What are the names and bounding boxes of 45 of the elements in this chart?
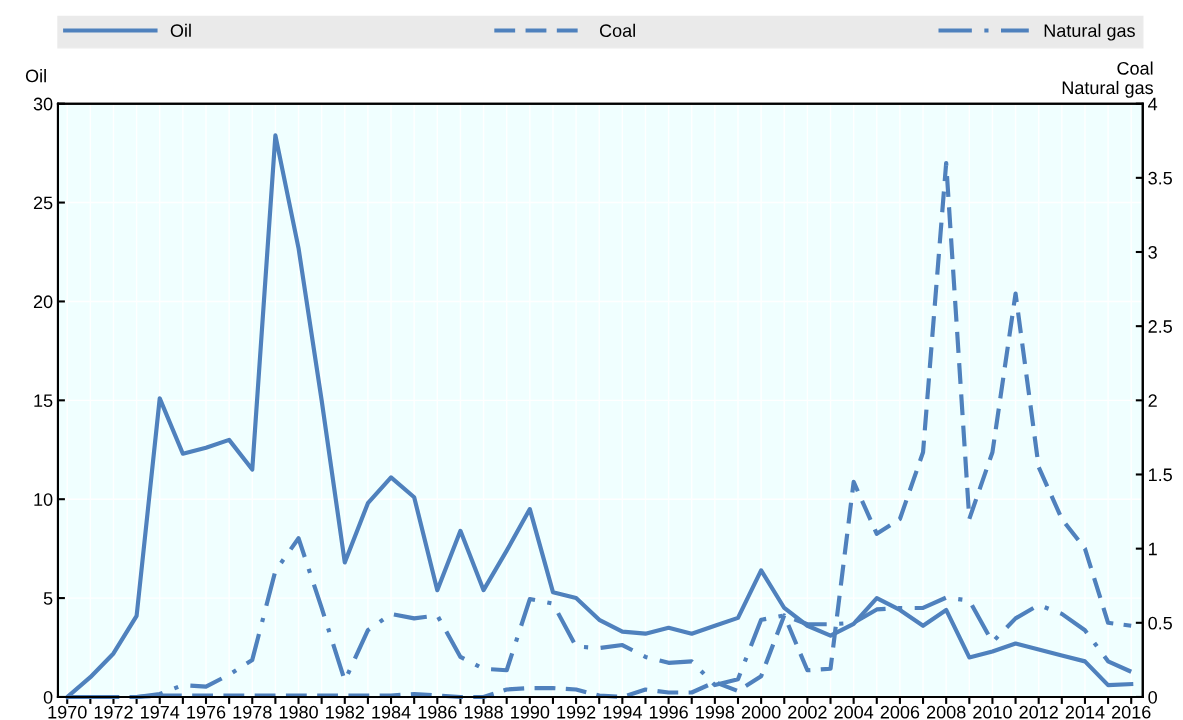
x-tick-label: 2010 <box>973 705 1012 719</box>
x-tick-label: 2002 <box>788 705 827 719</box>
x-tick-label: 1978 <box>233 705 272 719</box>
x-tick-label: 2016 <box>1112 705 1151 719</box>
legend-label: Oil <box>170 23 191 38</box>
x-tick-label: 1984 <box>372 705 411 719</box>
legend-label: Natural gas <box>1044 23 1135 41</box>
y-tick-label: 5 <box>43 592 53 605</box>
y2-tick-label: 4 <box>1148 97 1158 111</box>
y-tick-label: 25 <box>33 196 53 210</box>
x-tick-label: 2008 <box>927 705 966 719</box>
x-tick-label: 1988 <box>464 705 503 719</box>
x-tick-label: 1976 <box>187 705 226 719</box>
y-tick-label: 20 <box>33 295 53 309</box>
x-tick-label: 1986 <box>418 705 457 719</box>
y-tick-label: 10 <box>34 493 53 506</box>
y2-tick-label: 2 <box>1148 394 1157 407</box>
x-tick-label: 1972 <box>94 705 133 719</box>
x-tick-label: 2004 <box>834 705 874 719</box>
y2-tick-label: 0 <box>1148 690 1157 704</box>
x-tick-label: 1992 <box>557 705 596 719</box>
y-tick-label: 15 <box>34 394 53 408</box>
y2-tick-label: 1.5 <box>1149 468 1172 482</box>
y2-tick-label: 3.5 <box>1148 171 1172 185</box>
x-tick-label: 2006 <box>880 705 920 719</box>
y-axis-title: Oil <box>25 69 46 83</box>
y2-tick-label: 2.5 <box>1148 320 1172 333</box>
x-tick-label: 1980 <box>279 705 318 719</box>
x-tick-label: 1970 <box>48 705 87 719</box>
x-tick-label: 1998 <box>696 705 735 719</box>
x-tick-label: 1974 <box>141 705 180 719</box>
y2-tick-label: 3 <box>1148 245 1157 259</box>
x-tick-label: 1990 <box>511 705 550 719</box>
y-tick-label: 0 <box>43 690 53 704</box>
x-tick-label: 2012 <box>1019 705 1058 719</box>
x-tick-label: 2000 <box>741 705 781 719</box>
y2-tick-label: 1 <box>1149 542 1157 556</box>
x-tick-label: 1982 <box>326 705 364 719</box>
x-tick-label: 2014 <box>1065 705 1105 719</box>
y2-axis-title: Coal Natural gas <box>1062 61 1153 98</box>
y-tick-label: 30 <box>33 97 53 111</box>
x-tick-label: 1996 <box>649 705 688 719</box>
legend-label: Coal <box>599 23 635 38</box>
x-tick-label: 1994 <box>603 705 642 719</box>
y2-tick-label: 0.5 <box>1148 616 1172 630</box>
